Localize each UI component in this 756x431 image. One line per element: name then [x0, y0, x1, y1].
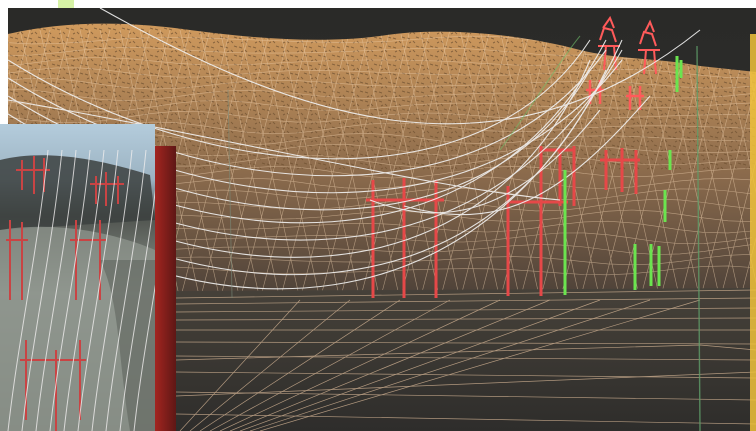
- tower-mid-right: [626, 86, 644, 110]
- h-frame-poles: [366, 146, 640, 298]
- red-edge-band: [155, 146, 176, 431]
- survey-lines: [227, 35, 701, 431]
- transmission-towers: [586, 15, 660, 110]
- inset-towers: [6, 156, 124, 431]
- pole-group-1: [366, 178, 444, 298]
- pole-group-2: [506, 146, 576, 296]
- ridge-tower-left: [598, 15, 620, 71]
- edge-accent: [750, 34, 756, 431]
- ground-plane: [8, 288, 756, 431]
- photo-inset: [0, 124, 155, 431]
- ridge-tower-right: [638, 19, 660, 75]
- pole-group-3: [600, 148, 640, 194]
- corner-accent: [58, 0, 74, 8]
